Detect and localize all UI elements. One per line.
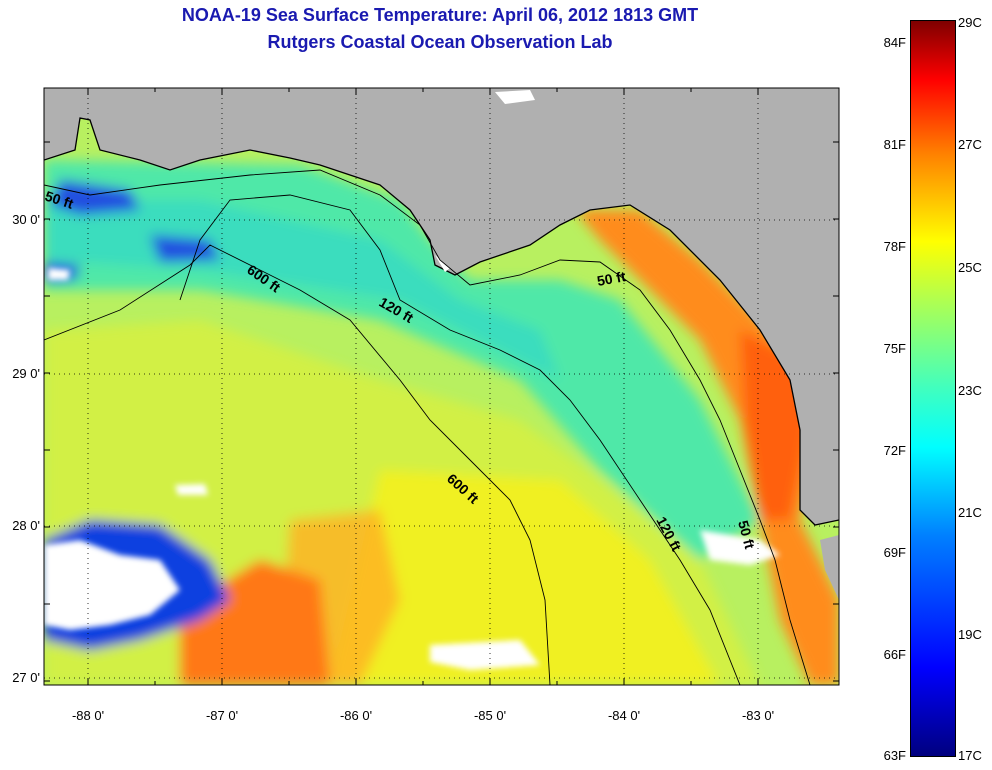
colorbar-f-label: 81F	[883, 137, 906, 152]
colorbar-c-label: 19C	[958, 627, 982, 642]
coastline	[44, 117, 839, 526]
contour-label-50ft: 50 ft	[596, 268, 627, 289]
colorbar-f-label: 66F	[883, 647, 906, 662]
lat-tick-label: 27 0'	[12, 670, 40, 685]
lon-tick-label: -86 0'	[340, 708, 372, 723]
colorbar-f-label: 75F	[883, 341, 906, 356]
colorbar-c-label: 27C	[958, 137, 982, 152]
colorbar-f-label: 63F	[883, 748, 906, 763]
colorbar-f-label: 84F	[883, 35, 906, 50]
cloud-mask	[44, 268, 780, 670]
bathymetry-contours	[44, 169, 811, 685]
colorbar-f-label: 72F	[883, 443, 906, 458]
contour-120ft	[179, 194, 741, 685]
colorbar-c-label: 25C	[958, 260, 982, 275]
colorbar-f-label: 69F	[883, 545, 906, 560]
lon-tick-label: -83 0'	[742, 708, 774, 723]
land-mass	[44, 88, 839, 525]
colorbar-c-label: 21C	[958, 505, 982, 520]
colorbar-c-label: 29C	[958, 15, 982, 30]
colorbar-c-label: 17C	[958, 748, 982, 763]
contour-label-50ft: 50 ft	[735, 519, 758, 551]
lon-tick-label: -84 0'	[608, 708, 640, 723]
temperature-colorbar	[910, 20, 956, 757]
contour-50ft-north	[44, 169, 811, 685]
lat-tick-label: 29 0'	[12, 366, 40, 381]
lon-tick-label: -85 0'	[474, 708, 506, 723]
map-frame	[43, 87, 840, 686]
map-title: NOAA-19 Sea Surface Temperature: April 0…	[181, 5, 699, 25]
lon-tick-label: -87 0'	[206, 708, 238, 723]
colorbar-f-label: 78F	[883, 239, 906, 254]
colorbar-c-label: 23C	[958, 383, 982, 398]
lon-tick-label: -88 0'	[72, 708, 104, 723]
lat-tick-label: 30 0'	[12, 212, 40, 227]
lat-tick-label: 28 0'	[12, 518, 40, 533]
contour-600ft	[44, 244, 551, 685]
tick-marks	[44, 88, 839, 685]
map-subtitle: Rutgers Coastal Ocean Observation Lab	[267, 32, 613, 52]
